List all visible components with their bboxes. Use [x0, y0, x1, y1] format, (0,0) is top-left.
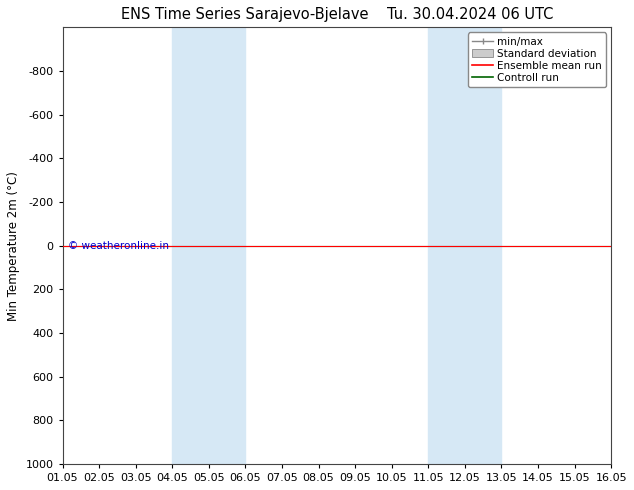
- Text: © weatheronline.in: © weatheronline.in: [68, 241, 169, 251]
- Bar: [172, 27, 245, 464]
- Bar: [429, 27, 501, 464]
- Legend: min/max, Standard deviation, Ensemble mean run, Controll run: min/max, Standard deviation, Ensemble me…: [468, 32, 606, 87]
- Title: ENS Time Series Sarajevo-Bjelave    Tu. 30.04.2024 06 UTC: ENS Time Series Sarajevo-Bjelave Tu. 30.…: [120, 7, 553, 22]
- Y-axis label: Min Temperature 2m (°C): Min Temperature 2m (°C): [7, 171, 20, 320]
